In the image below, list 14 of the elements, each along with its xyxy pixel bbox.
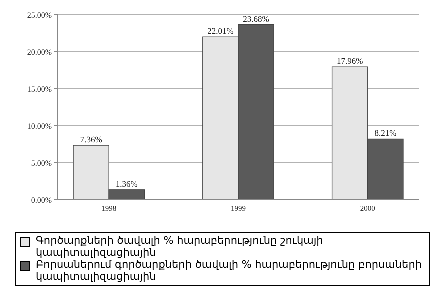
y-tick-label: 25.00% (27, 10, 52, 20)
y-tick-label: 5.00% (31, 158, 52, 168)
data-label: 23.68% (243, 14, 270, 24)
legend-label: Բորսաներում գործարքների ծավալի % հարաբերությունը բորսաների կապիտալիզացիային (36, 259, 424, 283)
data-label: 8.21% (374, 128, 397, 138)
y-tick-label: 20.00% (27, 48, 52, 57)
data-label: 7.36% (80, 134, 102, 145)
y-tick-label: 0.00% (31, 196, 52, 205)
legend-label: Գործարքների ծավալի % հարաբերությունը շուկայի կապիտալիզացիային (36, 235, 324, 259)
data-label: 17.96% (336, 56, 364, 66)
data-label: 22.01% (208, 26, 234, 36)
y-tick-label: 10.00% (27, 122, 52, 131)
y-tick-label: 15.00% (27, 84, 52, 94)
data-label: 1.36% (116, 178, 138, 189)
